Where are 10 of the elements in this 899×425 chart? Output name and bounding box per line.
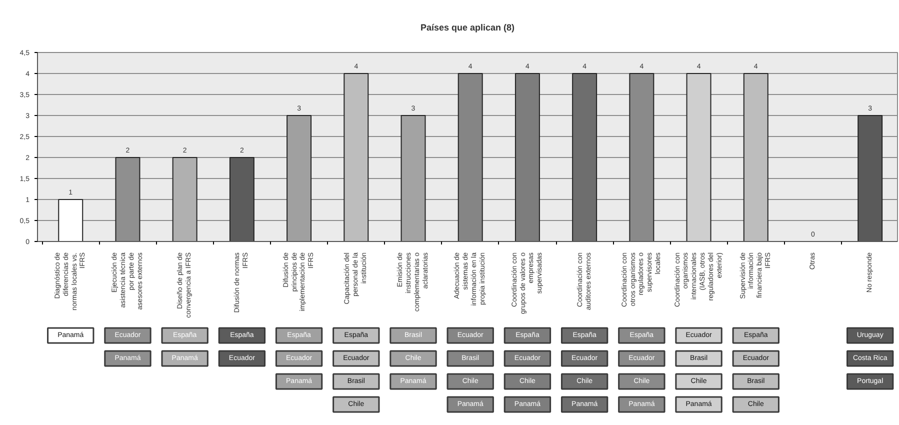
bar	[58, 199, 84, 242]
bar	[572, 73, 598, 242]
bar	[344, 73, 369, 242]
bar	[286, 115, 312, 242]
bar	[686, 73, 712, 242]
bar	[172, 157, 198, 242]
bar	[514, 73, 540, 242]
bar	[400, 115, 426, 242]
chart-title: Países que aplican (8)	[420, 22, 515, 32]
bar	[743, 73, 768, 242]
